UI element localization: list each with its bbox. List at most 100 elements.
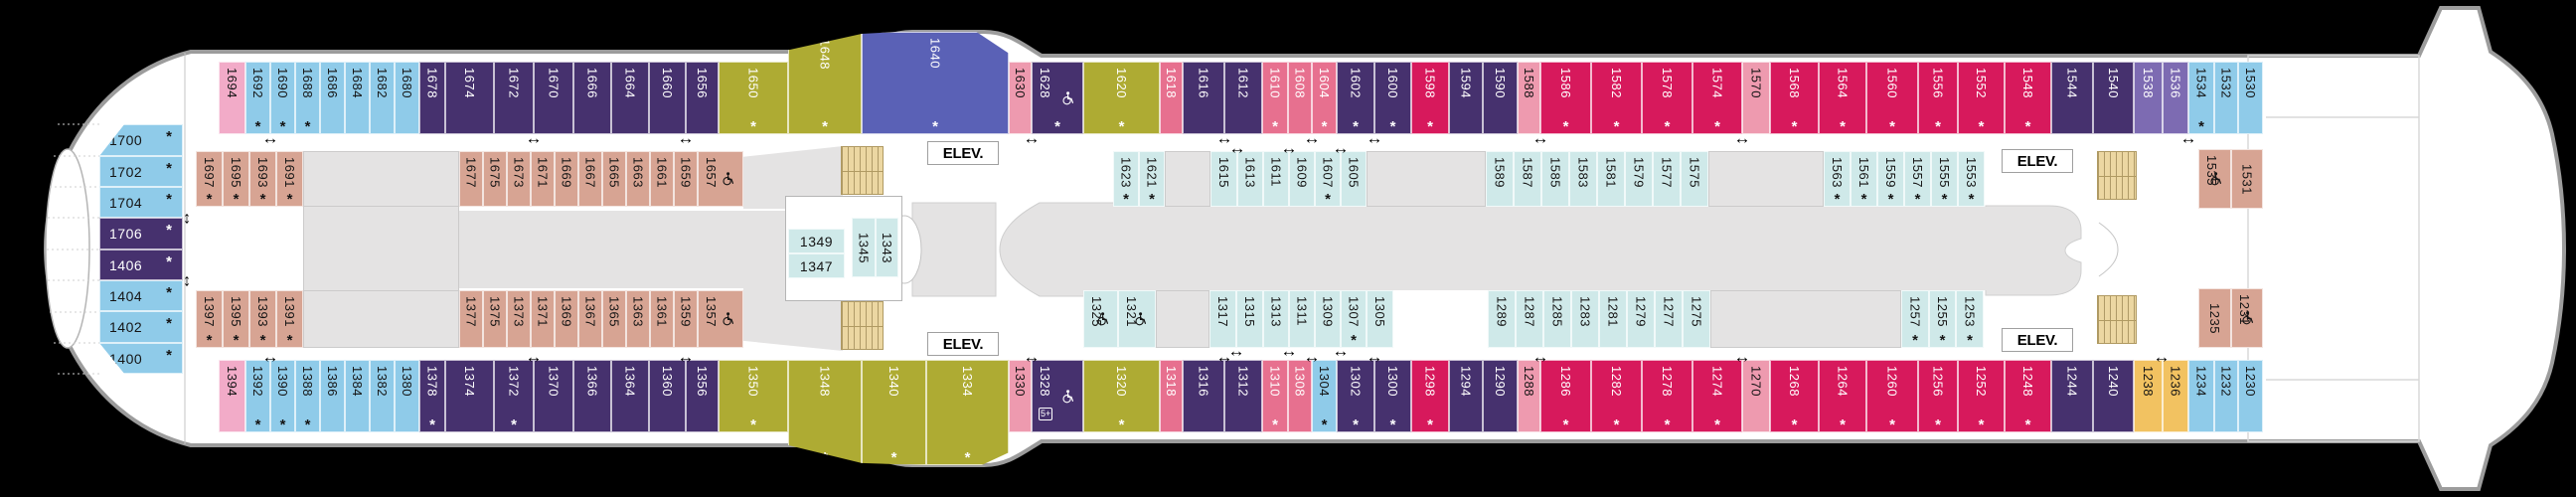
cabin-1315[interactable]: 1315 [1236,290,1263,348]
cabin-1531[interactable]: 1531 [2231,149,2263,209]
cabin-1609[interactable]: 1609 [1289,151,1315,207]
cabin-1360[interactable]: 1360 [649,360,686,432]
cabin-1287[interactable]: 1287 [1516,290,1543,348]
cabin-1661[interactable]: 1661 [650,151,674,207]
cabin-1532[interactable]: 1532 [2214,62,2238,134]
cabin-1667[interactable]: 1667 [578,151,602,207]
cabin-1578[interactable]: 1578 * [1642,62,1692,134]
cabin-1559[interactable]: 1559 * [1877,151,1904,207]
cabin-1568[interactable]: 1568 * [1770,62,1819,134]
cabin-1364[interactable]: 1364 [611,360,649,432]
cabin-1374[interactable]: 1374 [445,360,494,432]
cabin-1328[interactable]: 1328 5+ [1032,360,1083,432]
cabin-1579[interactable]: 1579 [1625,151,1653,207]
cabin-1670[interactable]: 1670 [534,62,573,134]
cabin-1697[interactable]: 1697 * [196,151,223,207]
cabin-1345[interactable]: 1345 [852,218,876,277]
cabin-1690[interactable]: 1690 * [270,62,295,134]
cabin-1692[interactable]: 1692 * [245,62,270,134]
cabin-1402[interactable]: 1402 * [99,311,183,343]
cabin-1316[interactable]: 1316 [1183,360,1224,432]
cabin-1665[interactable]: 1665 [602,151,626,207]
cabin-1530[interactable]: 1530 [2238,62,2263,134]
cabin-1372[interactable]: 1372 * [494,360,534,432]
cabin-1340[interactable]: 1340 * [862,360,926,465]
cabin-1671[interactable]: 1671 [531,151,555,207]
cabin-1538[interactable]: 1538 [2134,62,2163,134]
cabin-1300[interactable]: 1300 * [1374,360,1411,432]
cabin-1666[interactable]: 1666 [573,62,611,134]
cabin-1560[interactable]: 1560 * [1866,62,1918,134]
cabin-1395[interactable]: 1395 * [223,290,249,348]
cabin-1232[interactable]: 1232 [2214,360,2238,432]
cabin-1577[interactable]: 1577 [1653,151,1681,207]
cabin-1325[interactable]: 1325 [1083,290,1118,348]
cabin-1235[interactable]: 1235 [2198,288,2231,348]
cabin-1534[interactable]: 1534 * [2188,62,2214,134]
cabin-1260[interactable]: 1260 * [1866,360,1918,432]
cabin-1375[interactable]: 1375 [483,290,507,348]
cabin-1240[interactable]: 1240 [2093,360,2134,432]
cabin-1294[interactable]: 1294 [1449,360,1483,432]
cabin-1377[interactable]: 1377 [459,290,483,348]
cabin-1289[interactable]: 1289 [1488,290,1516,348]
cabin-1277[interactable]: 1277 [1655,290,1683,348]
cabin-1257[interactable]: 1257 * [1901,290,1929,348]
cabin-1278[interactable]: 1278 * [1642,360,1692,432]
cabin-1684[interactable]: 1684 [345,62,370,134]
cabin-1552[interactable]: 1552 * [1958,62,2005,134]
cabin-1598[interactable]: 1598 * [1411,62,1449,134]
cabin-1286[interactable]: 1286 * [1540,360,1591,432]
cabin-1313[interactable]: 1313 [1263,290,1289,348]
cabin-1669[interactable]: 1669 [555,151,578,207]
cabin-1371[interactable]: 1371 [531,290,555,348]
cabin-1590[interactable]: 1590 [1483,62,1518,134]
cabin-1587[interactable]: 1587 [1514,151,1541,207]
cabin-1356[interactable]: 1356 [686,360,719,432]
cabin-1264[interactable]: 1264 * [1819,360,1866,432]
cabin-1704[interactable]: 1704 * [99,187,183,218]
cabin-1583[interactable]: 1583 [1569,151,1597,207]
cabin-1312[interactable]: 1312 [1224,360,1262,432]
cabin-1688[interactable]: 1688 * [295,62,320,134]
cabin-1349[interactable]: 1349 [788,229,845,253]
cabin-1275[interactable]: 1275 [1683,290,1710,348]
cabin-1382[interactable]: 1382 [370,360,395,432]
cabin-1290[interactable]: 1290 [1483,360,1518,432]
cabin-1334[interactable]: 1334 * [926,360,1009,465]
cabin-1575[interactable]: 1575 [1681,151,1708,207]
cabin-1540[interactable]: 1540 [2093,62,2134,134]
cabin-1618[interactable]: 1618 [1160,62,1183,134]
cabin-1585[interactable]: 1585 [1541,151,1569,207]
cabin-1288[interactable]: 1288 [1518,360,1540,432]
cabin-1311[interactable]: 1311 [1289,290,1315,348]
cabin-1386[interactable]: 1386 [320,360,345,432]
cabin-1600[interactable]: 1600 * [1374,62,1411,134]
cabin-1394[interactable]: 1394 [219,360,245,432]
cabin-1359[interactable]: 1359 [674,290,698,348]
cabin-1404[interactable]: 1404 * [99,280,183,311]
cabin-1234[interactable]: 1234 [2188,360,2214,432]
cabin-1693[interactable]: 1693 * [249,151,276,207]
cabin-1363[interactable]: 1363 [626,290,650,348]
cabin-1270[interactable]: 1270 [1742,360,1770,432]
cabin-1694[interactable]: 1694 [219,62,245,134]
cabin-1283[interactable]: 1283 [1571,290,1599,348]
cabin-1365[interactable]: 1365 [602,290,626,348]
cabin-1321[interactable]: 1321 [1118,290,1156,348]
cabin-1610[interactable]: 1610 * [1262,62,1288,134]
cabin-1612[interactable]: 1612 [1224,62,1262,134]
cabin-1663[interactable]: 1663 [626,151,650,207]
cabin-1570[interactable]: 1570 [1742,62,1770,134]
cabin-1282[interactable]: 1282 * [1591,360,1642,432]
cabin-1677[interactable]: 1677 [459,151,483,207]
cabin-1664[interactable]: 1664 [611,62,649,134]
cabin-1330[interactable]: 1330 [1009,360,1032,432]
cabin-1298[interactable]: 1298 * [1411,360,1449,432]
cabin-1392[interactable]: 1392 * [245,360,270,432]
cabin-1373[interactable]: 1373 [507,290,531,348]
cabin-1616[interactable]: 1616 [1183,62,1224,134]
cabin-1308[interactable]: 1308 [1288,360,1312,432]
cabin-1557[interactable]: 1557 * [1904,151,1931,207]
cabin-1605[interactable]: 1605 [1341,151,1367,207]
